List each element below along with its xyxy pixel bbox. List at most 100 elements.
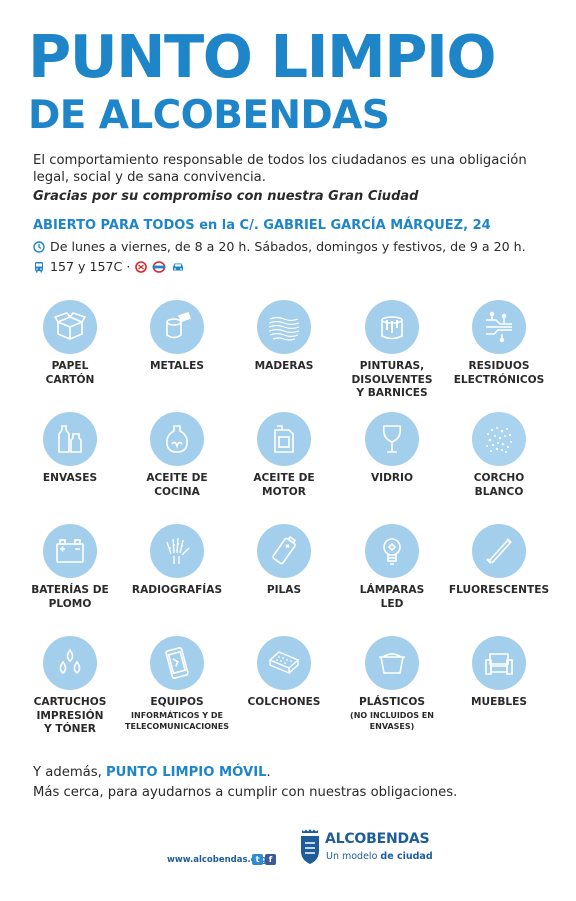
lamp-icon (383, 538, 401, 565)
battery-icon (272, 535, 297, 565)
item-icon-circle (257, 636, 311, 690)
schedule-text: De lunes a viernes, de 8 a 20 h. Sábados… (50, 239, 526, 254)
item-icon-circle (257, 300, 311, 354)
armchair-icon (485, 653, 513, 675)
item-label: FLUORESCENTES (448, 584, 550, 596)
title-line-1: PUNTO LIMPIO (28, 22, 497, 91)
alcobendas-logo: ALCOBENDAS Un modelo de ciudad (299, 825, 433, 869)
item-icon-circle (365, 636, 419, 690)
item-icon-circle (257, 524, 311, 578)
item-label: BATERÍAS DE PLOMO (31, 584, 109, 610)
item-residuos-electronicos: RESIDUOS ELECTRÓNICOS (444, 300, 554, 387)
item-icon-circle (472, 412, 526, 466)
twitter-icon[interactable]: t (252, 854, 263, 865)
item-icon-circle (472, 636, 526, 690)
item-aceite-motor: ACEITE DE MOTOR (229, 412, 339, 499)
item-papel-carton: PAPEL CARTÓN (15, 300, 125, 387)
item-pinturas: PINTURAS, DISOLVENTES Y BARNICES (337, 300, 447, 401)
train-icon (135, 261, 148, 273)
item-icon-circle (43, 412, 97, 466)
item-label: PLÁSTICOS (359, 696, 425, 708)
item-sublabel: INFORMÁTICOS Y DE TELECOMUNICACIONES (125, 710, 229, 731)
item-plasticos: PLÁSTICOS (NO INCLUIDOS EN ENVASES) (337, 636, 447, 732)
mattress-icon (268, 651, 300, 675)
extra-prefix: Y además, (33, 765, 106, 780)
plastic-tub-icon (379, 653, 405, 674)
thanks-text: Gracias por su compromiso con nuestra Gr… (33, 189, 419, 204)
item-icon-circle (43, 524, 97, 578)
cork-icon (486, 427, 512, 453)
ink-drops-icon (59, 648, 81, 675)
intro-text: El comportamiento responsable de todos l… (33, 153, 527, 185)
item-icon-circle (150, 412, 204, 466)
address-line: ABIERTO PARA TODOS en la C/. GABRIEL GAR… (33, 218, 491, 233)
item-label: RADIOGRAFÍAS (131, 584, 223, 596)
waste-grid: PAPEL CARTÓN METALES MADERAS PINTURAS, D… (15, 300, 561, 740)
item-label: ACEITE DE MOTOR (253, 472, 315, 498)
item-envases: ENVASES (15, 412, 125, 486)
mobile-point-highlight: PUNTO LIMPIO MÓVIL (106, 765, 267, 780)
item-icon-circle (43, 300, 97, 354)
crest-icon (301, 829, 319, 864)
item-baterias-plomo: BATERÍAS DE PLOMO (15, 524, 125, 611)
paint-bucket-icon (381, 316, 403, 340)
extra-suffix: . (266, 765, 271, 780)
bus-icon (35, 262, 43, 273)
item-label: CARTUCHOS IMPRESIÓN Y TÓNER (33, 696, 107, 735)
website-link[interactable]: www.alcobendas.org (167, 855, 267, 865)
item-corcho-blanco: CORCHO BLANCO (444, 412, 554, 499)
phone-icon (165, 647, 189, 679)
item-icon-circle (472, 300, 526, 354)
social-links: t f (252, 854, 276, 865)
car-battery-icon (56, 539, 84, 563)
item-cartuchos: CARTUCHOS IMPRESIÓN Y TÓNER (15, 636, 125, 737)
item-label: CORCHO BLANCO (473, 472, 525, 498)
item-fluorescentes: FLUORESCENTES (444, 524, 554, 598)
item-icon-circle (257, 412, 311, 466)
item-icon-circle (150, 524, 204, 578)
item-label: MADERAS (254, 360, 314, 372)
facebook-icon[interactable]: f (265, 854, 276, 865)
box-icon (54, 312, 86, 340)
bottles-icon (58, 425, 82, 453)
item-label: ACEITE DE COCINA (146, 472, 208, 498)
item-sublabel: (NO INCLUIDOS EN ENVASES) (350, 710, 434, 731)
item-icon-circle (365, 300, 419, 354)
item-colchones: COLCHONES (229, 636, 339, 710)
glass-icon (382, 425, 402, 453)
item-label: PAPEL CARTÓN (45, 360, 95, 386)
mobile-point-subline: Más cerca, para ayudarnos a cumplir con … (33, 785, 458, 800)
car-icon (173, 263, 184, 271)
oil-jar-icon (166, 425, 188, 453)
item-label: VIDRIO (370, 472, 414, 484)
schedule-line: De lunes a viernes, de 8 a 20 h. Sábados… (33, 238, 553, 256)
metro-icon (152, 261, 166, 273)
can-icon (166, 312, 192, 339)
item-icon-circle (150, 300, 204, 354)
item-icon-circle (365, 524, 419, 578)
item-label: MUEBLES (470, 696, 528, 708)
item-equipos: EQUIPOS INFORMÁTICOS Y DE TELECOMUNICACI… (122, 636, 232, 732)
item-icon-circle (43, 636, 97, 690)
item-icon-circle (150, 636, 204, 690)
item-icon-circle (365, 412, 419, 466)
item-icon-circle (472, 524, 526, 578)
item-muebles: MUEBLES (444, 636, 554, 710)
item-label: COLCHONES (247, 696, 321, 708)
logo-tagline: Un modelo de ciudad (326, 851, 433, 862)
transport-line: 157 y 157C · (33, 258, 333, 276)
item-aceite-cocina: ACEITE DE COCINA (122, 412, 232, 499)
item-pilas: PILAS (229, 524, 339, 598)
item-lamparas-led: LÁMPARAS LED (337, 524, 447, 611)
logo-tag-bold: de ciudad (380, 851, 433, 862)
wood-icon (268, 316, 300, 341)
clock-icon (33, 241, 45, 253)
item-label: PINTURAS, DISOLVENTES Y BARNICES (351, 360, 433, 399)
logo-name: ALCOBENDAS (325, 831, 430, 847)
bus-lines: 157 y 157C · (50, 259, 131, 274)
item-vidrio: VIDRIO (337, 412, 447, 486)
item-label: PILAS (266, 584, 302, 596)
title-line-2: DE ALCOBENDAS (28, 93, 390, 138)
item-label: EQUIPOS (150, 696, 204, 708)
mobile-point-line: Y además, PUNTO LIMPIO MÓVIL. (33, 764, 553, 782)
